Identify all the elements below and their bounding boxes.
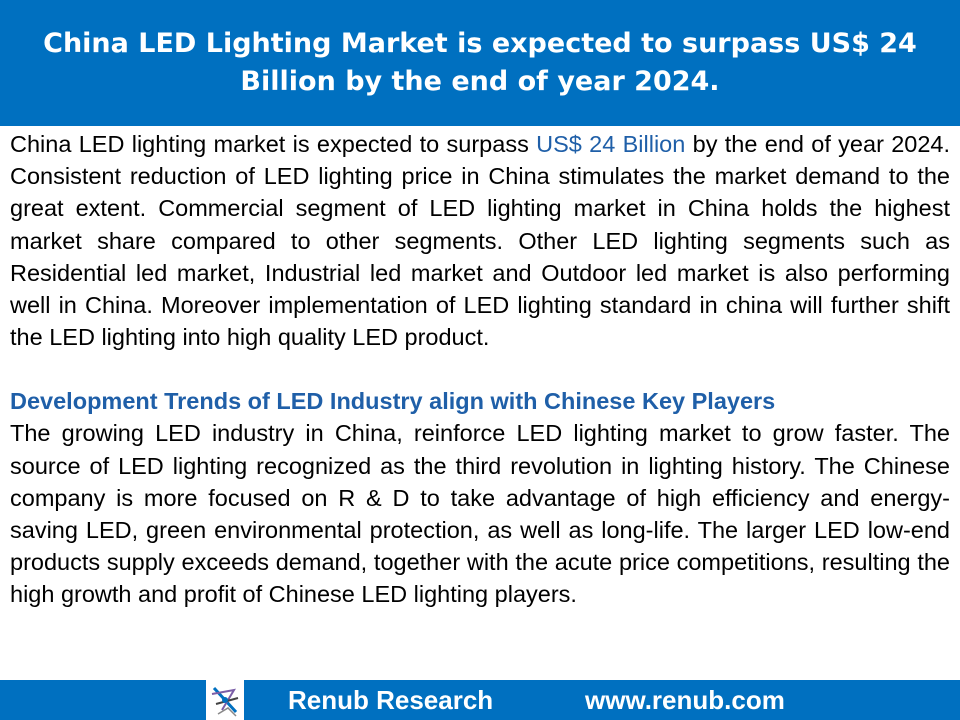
main-content: China LED lighting market is expected to… [10, 128, 950, 611]
section-heading: Development Trends of LED Industry align… [10, 388, 776, 415]
renub-logo-graphic [206, 680, 244, 720]
market-value-highlight: US$ 24 Billion [536, 131, 686, 157]
intro-text-end: by the end of year 2024. Consistent redu… [10, 131, 951, 351]
section-paragraph: The growing LED industry in China, reinf… [10, 420, 950, 608]
intro-paragraph: China LED lighting market is expected to… [10, 128, 950, 353]
footer-bar: Renub Research www.renub.com [0, 680, 960, 720]
page-title: China LED Lighting Market is expected to… [43, 28, 917, 97]
footer-company-name: Renub Research [288, 685, 494, 715]
footer-website-link[interactable]: www.renub.com [585, 685, 785, 715]
renub-logo-icon [206, 680, 244, 720]
intro-text-start: China LED lighting market is expected to… [10, 131, 537, 157]
title-banner: China LED Lighting Market is expected to… [0, 0, 960, 126]
